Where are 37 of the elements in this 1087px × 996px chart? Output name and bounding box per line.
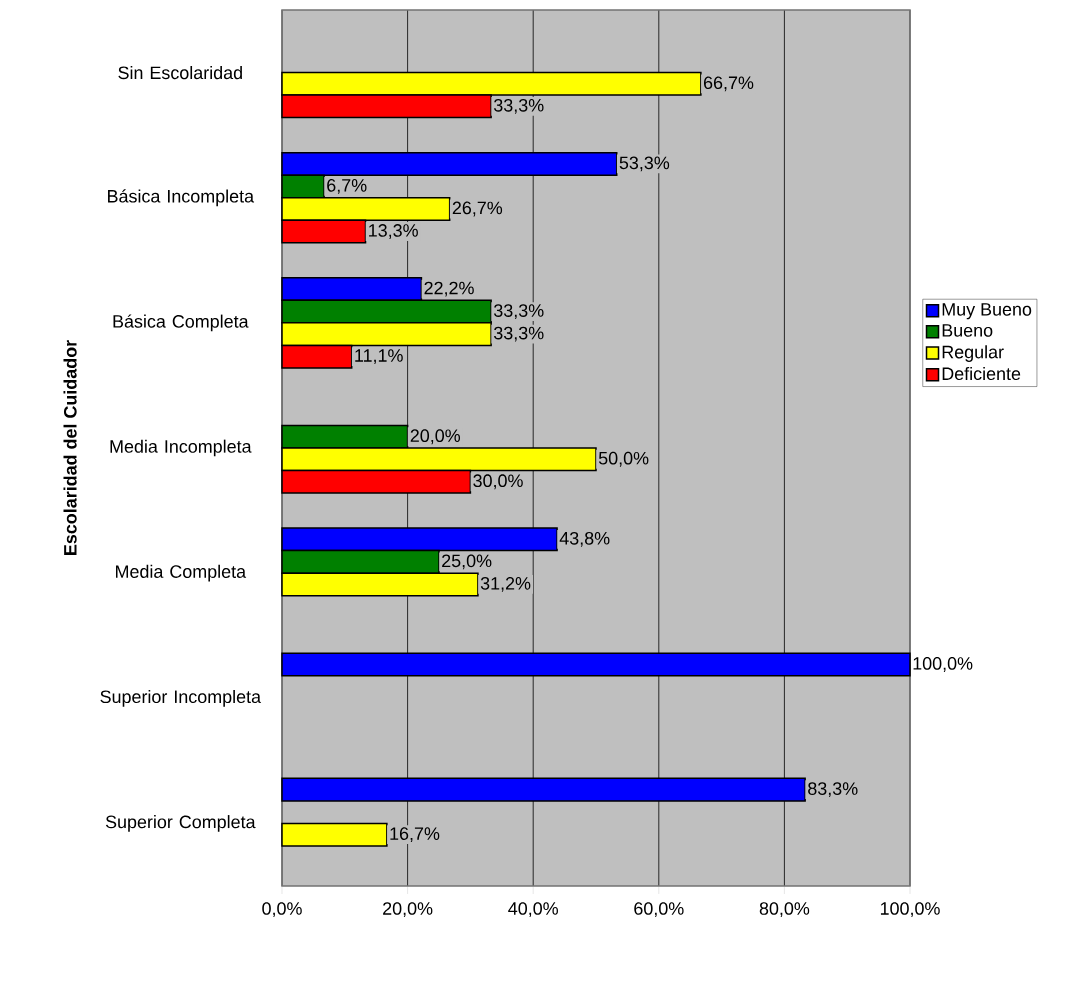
legend-label: Muy Bueno (942, 303, 1032, 320)
x-tick-label: 40,0% (508, 902, 558, 917)
legend-label: Bueno (942, 324, 993, 337)
y-tick-label: Sin Escolaridad (118, 65, 242, 80)
data-label: 13,3% (369, 224, 418, 239)
data-label: 83,3% (808, 782, 858, 798)
data-label: 100,0% (913, 657, 973, 672)
x-tick-label: 60,0% (634, 902, 684, 917)
x-tick-label: 0,0% (262, 902, 302, 917)
data-label: 30,0% (473, 474, 523, 490)
data-label: 22,2% (424, 281, 474, 297)
y-tick-label: Básica Completa (113, 314, 249, 332)
x-tick-label: 80,0% (759, 902, 810, 917)
y-axis-title: Escolaridad del Cuidador (63, 340, 77, 555)
data-label: 33,3% (494, 326, 544, 342)
data-label: 20,0% (410, 429, 461, 445)
y-tick-label: Media Completa (116, 564, 247, 582)
data-label: 16,7% (390, 827, 440, 843)
data-label: 43,8% (559, 531, 610, 547)
data-label: 33,3% (494, 98, 544, 114)
x-tick-label: 100,0% (880, 902, 940, 917)
data-label: 31,2% (480, 576, 531, 592)
legend-label: Regular (942, 345, 1004, 362)
legend-label: Deficiente (942, 366, 1021, 381)
data-label: 50,0% (598, 451, 649, 467)
data-label: 26,7% (452, 201, 503, 217)
y-tick-label: Media Incompleta (110, 439, 252, 457)
data-label: 25,0% (442, 554, 492, 570)
y-tick-label: Básica Incompleta (108, 189, 255, 207)
y-tick-label: Superior Incompleta (100, 689, 262, 707)
data-label: 66,7% (703, 76, 754, 92)
y-tick-label: Superior Completa (105, 815, 256, 832)
data-label: 53,3% (619, 156, 670, 172)
data-label: 11,1% (355, 349, 403, 365)
data-label: 6,7% (327, 179, 367, 194)
data-label: 33,3% (494, 304, 544, 319)
x-tick-label: 20,0% (383, 902, 433, 917)
